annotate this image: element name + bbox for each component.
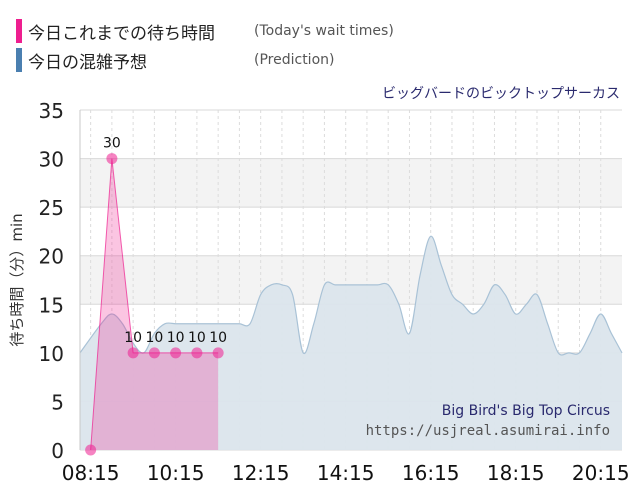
data-label: 10	[145, 330, 163, 346]
legend-prediction: 今日の混雑予想 (Prediction)	[16, 48, 335, 73]
x-tick-label: 16:15	[402, 461, 460, 485]
today-point	[106, 153, 118, 165]
x-tick-label: 10:15	[147, 461, 205, 485]
legend-today-en: (Today's wait times)	[254, 23, 394, 39]
today-point	[127, 347, 139, 359]
legend-prediction-en: (Prediction)	[254, 52, 335, 68]
legend-today-swatch	[16, 19, 22, 43]
today-point	[170, 347, 182, 359]
legend-prediction-jp: 今日の混雑予想	[28, 52, 147, 73]
legend-prediction-swatch	[16, 48, 22, 72]
y-tick-label: 0	[51, 439, 64, 463]
data-label: 10	[167, 330, 185, 346]
x-tick-label: 14:15	[317, 461, 375, 485]
y-tick-label: 30	[39, 148, 64, 172]
data-points	[85, 153, 224, 456]
today-point	[212, 347, 224, 359]
attraction-name: ビッグバードのビックトップサーカス	[382, 86, 620, 102]
grid-band	[80, 158, 622, 208]
today-point	[191, 347, 203, 359]
watermark-title: Big Bird's Big Top Circus	[441, 403, 610, 419]
legend-today-jp: 今日これまでの待ち時間	[28, 23, 215, 44]
y-tick-label: 35	[39, 99, 64, 123]
y-tick-label: 25	[39, 196, 64, 220]
y-axis-title: 待ち時間（分）min	[8, 213, 26, 346]
y-tick-label: 15	[39, 293, 64, 317]
y-tick-label: 20	[39, 245, 64, 269]
x-tick-label: 18:15	[487, 461, 545, 485]
x-tick-label: 20:15	[572, 461, 630, 485]
today-area	[90, 158, 219, 451]
prediction-line	[79, 235, 623, 356]
today-point	[148, 347, 160, 359]
data-label: 10	[209, 330, 227, 346]
prediction-area	[80, 236, 622, 450]
watermark-url: https://usjreal.asumirai.info	[365, 423, 610, 439]
y-tick-label: 5	[51, 390, 64, 414]
today-point	[85, 444, 97, 456]
y-tick-label: 10	[39, 342, 64, 366]
data-label: 10	[188, 330, 206, 346]
legend-today: 今日これまでの待ち時間 (Today's wait times)	[16, 19, 394, 44]
data-label: 30	[103, 136, 121, 152]
x-tick-label: 12:15	[232, 461, 290, 485]
tick-labels: 0 5 10 15 20 25 30 35 08:15 10:15 12:15 14:15 16:15 1…	[8, 99, 630, 485]
data-label: 10	[124, 330, 142, 346]
x-tick-label: 08:15	[62, 461, 120, 485]
